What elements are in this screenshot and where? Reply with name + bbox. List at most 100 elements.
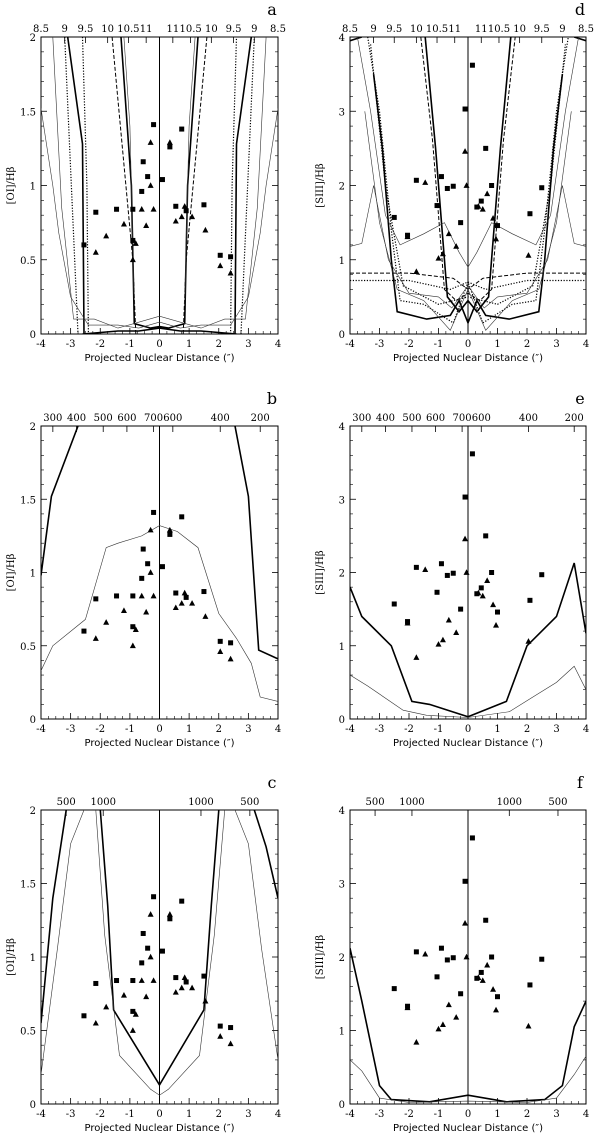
data-point-triangle (147, 953, 154, 960)
model-line-thin (41, 108, 278, 329)
data-point-square (469, 451, 475, 457)
top-tick-label: 500 (366, 797, 385, 808)
data-point-square (450, 955, 456, 961)
data-point-triangle (178, 984, 185, 991)
data-point-triangle (92, 1019, 99, 1026)
data-point-triangle (150, 592, 157, 599)
data-point-triangle (422, 950, 429, 957)
data-point-triangle (92, 635, 99, 641)
x-tick-label: 3 (245, 724, 251, 735)
panel-a: -4 -3 -2 -1 0 1 2 3 400.511.528.5 9 9.5 10 10.5 11 11 1… (6, 0, 286, 364)
data-layer (41, 426, 278, 702)
data-point-square (179, 514, 185, 520)
x-tick-label: 0 (156, 1109, 162, 1120)
data-point-square (478, 585, 484, 591)
y-tick-label: 1.5 (20, 880, 36, 891)
x-tick-label: -2 (95, 724, 105, 735)
x-tick-label: 1 (494, 339, 500, 350)
model-line-thick (41, 426, 79, 576)
x-tick-label: 2 (216, 339, 222, 350)
x-tick-label: 3 (553, 1109, 559, 1120)
data-point-square (469, 835, 475, 841)
panel-letter: f (577, 773, 584, 792)
data-point-square (539, 572, 545, 578)
x-tick-label: 0 (465, 724, 471, 735)
top-tick-label: 500 (548, 797, 567, 808)
data-point-square (140, 159, 146, 165)
data-point-triangle (490, 214, 497, 221)
y-axis-label: [OI]/Hβ (6, 553, 17, 591)
model-line-dot (240, 37, 255, 334)
data-point-triangle (525, 1022, 532, 1029)
data-point-triangle (217, 262, 224, 269)
top-tick-label: 300 (43, 413, 62, 424)
top-tick-label: 9.5 (77, 24, 93, 35)
data-point-square (527, 211, 533, 217)
data-point-square (81, 628, 87, 634)
x-tick-label: -1 (125, 1109, 135, 1120)
data-point-square (167, 916, 173, 922)
top-tick-label: 9.5 (226, 24, 242, 35)
data-point-triangle (227, 269, 234, 276)
top-tick-label: 10.5 (179, 24, 201, 35)
data-point-square (159, 564, 165, 570)
data-point-triangle (435, 255, 442, 261)
data-point-triangle (138, 592, 145, 599)
x-axis-label: Projected Nuclear Distance (″) (393, 353, 543, 364)
data-point-triangle (435, 641, 442, 647)
data-point-square (391, 214, 397, 220)
top-tick-label: 10 (410, 24, 423, 35)
model-line-dot (81, 37, 89, 334)
top-tick-label: 11 (448, 24, 461, 35)
x-tick-label: -3 (66, 724, 76, 735)
data-point-square (139, 575, 145, 581)
y-tick-label: 2 (30, 422, 36, 433)
data-point-square (462, 106, 468, 112)
data-point-triangle (445, 616, 452, 623)
x-tick-label: -3 (66, 1109, 76, 1120)
x-tick-label: -1 (125, 339, 135, 350)
y-tick-label: 1 (30, 953, 36, 964)
data-point-square (527, 597, 533, 603)
top-tick-label: 500 (57, 797, 76, 808)
x-axis-label: Projected Nuclear Distance (″) (393, 1123, 543, 1134)
x-tick-label: 2 (524, 1109, 530, 1120)
data-layer (41, 810, 278, 1096)
panel-letter: b (267, 389, 277, 408)
data-point-triangle (462, 148, 469, 154)
data-point-square (458, 606, 464, 612)
x-tick-label: 2 (524, 724, 530, 735)
data-point-triangle (493, 1006, 500, 1013)
data-point-square (495, 609, 500, 615)
top-tick-label: 400 (211, 413, 230, 424)
data-point-square (444, 572, 450, 578)
data-point-square (93, 209, 99, 215)
data-point-triangle (404, 1004, 411, 1011)
x-tick-label: -4 (345, 1109, 355, 1120)
top-tick-label: 700 (144, 413, 163, 424)
data-point-triangle (132, 626, 139, 633)
x-tick-label: 1 (494, 1109, 500, 1120)
data-point-square (145, 174, 151, 180)
data-point-square (140, 930, 146, 936)
data-point-triangle (166, 911, 173, 917)
y-tick-label: 0.5 (20, 1027, 36, 1038)
model-line-thin (184, 37, 196, 305)
x-tick-label: -2 (95, 1109, 105, 1120)
data-point-square (469, 62, 475, 68)
data-point-triangle (138, 977, 145, 983)
y-tick-label: 0 (30, 1100, 36, 1111)
data-point-triangle (189, 984, 196, 991)
x-tick-label: -3 (375, 724, 385, 735)
top-tick-label: 600 (426, 413, 445, 424)
x-tick-label: 3 (245, 1109, 251, 1120)
x-tick-label: 0 (465, 1109, 471, 1120)
data-point-triangle (227, 655, 234, 662)
top-tick-label: 8.5 (270, 24, 286, 35)
data-point-triangle (525, 638, 532, 644)
data-point-triangle (413, 268, 420, 275)
data-point-square (81, 1013, 87, 1019)
data-point-square (217, 638, 223, 644)
y-tick-label: 2 (339, 953, 345, 964)
x-tick-label: 1 (186, 724, 192, 735)
